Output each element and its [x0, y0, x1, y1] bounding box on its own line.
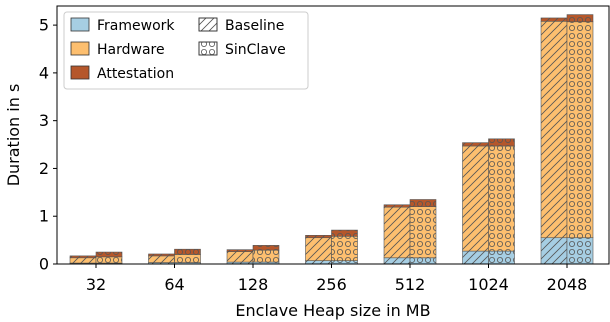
legend-entry-framework: Framework	[70, 17, 175, 34]
legend-entry-attestation: Attestation	[70, 65, 174, 82]
bar-baseline-attestation-64-hatch	[148, 253, 175, 256]
bar-baseline-hardware-256-hatch	[305, 237, 332, 261]
bar-baseline-hardware-128-hatch	[227, 251, 253, 263]
bars-layer	[69, 14, 594, 265]
bar-baseline-attestation-256-hatch	[305, 235, 332, 238]
legend-entry-sinclave: SinClave	[198, 41, 286, 58]
bar-sinclave-hardware-64-hatch	[174, 254, 201, 263]
bar-baseline-attestation-128-hatch	[227, 249, 253, 252]
y-tick-label-2: 2	[39, 159, 49, 178]
x-axis-title: Enclave Heap size in MB	[235, 301, 430, 320]
bar-sinclave-framework-1024-hatch	[488, 251, 515, 264]
legend-swatch-hardware	[70, 41, 90, 56]
bar-sinclave-attestation-128-hatch	[253, 245, 279, 251]
bar-sinclave-attestation-2048-hatch	[567, 14, 593, 22]
bar-sinclave-framework-64-hatch	[174, 262, 201, 264]
bar-sinclave-attestation-32-hatch	[96, 252, 122, 257]
x-tick-label-32: 32	[86, 275, 106, 294]
legend-label-attestation: Attestation	[97, 66, 174, 82]
x-tick-label-128: 128	[238, 275, 269, 294]
bar-baseline-hardware-32-hatch	[70, 257, 96, 264]
bar-baseline-hardware-64-hatch	[148, 255, 175, 263]
bar-sinclave-framework-512-hatch	[410, 257, 436, 264]
bar-sinclave-hardware-128-hatch	[253, 250, 279, 263]
bar-sinclave-attestation-64-hatch	[174, 249, 201, 255]
y-tick-label-5: 5	[39, 16, 49, 35]
y-tick-label-4: 4	[39, 63, 49, 82]
bar-baseline-attestation-2048-hatch	[541, 17, 567, 22]
legend-label-hardware: Hardware	[97, 42, 165, 58]
bar-sinclave-attestation-512-hatch	[410, 199, 436, 207]
y-tick-label-3: 3	[39, 111, 49, 130]
bar-sinclave-framework-2048-hatch	[567, 237, 593, 264]
legend-swatch-sinclave	[198, 41, 218, 56]
bar-baseline-attestation-1024-hatch	[462, 142, 489, 146]
y-tick-label-1: 1	[39, 207, 49, 226]
x-tick-label-2048: 2048	[547, 275, 588, 294]
y-tick-label-0: 0	[39, 255, 49, 274]
bar-baseline-framework-2048-hatch	[541, 237, 567, 264]
bar-baseline-attestation-32-hatch	[70, 255, 96, 258]
bar-sinclave-framework-256-hatch	[331, 260, 358, 264]
y-axis-title: Duration in s	[4, 84, 23, 187]
bar-sinclave-attestation-1024-hatch	[488, 138, 515, 146]
bar-baseline-framework-512-hatch	[384, 257, 410, 264]
bar-sinclave-attestation-256-hatch	[331, 230, 358, 237]
x-tick-label-512: 512	[395, 275, 426, 294]
legend-entry-baseline: Baseline	[198, 17, 284, 34]
legend: Framework Hardware Attestation Baseline …	[63, 11, 309, 90]
legend-swatch-framework	[70, 17, 90, 32]
ticks-layer: 32 64 128 256 512 1024 2048 0 1 2 3 4 5	[39, 16, 588, 294]
legend-swatch-baseline	[198, 17, 218, 32]
plot-frame	[56, 5, 610, 265]
bar-baseline-attestation-512-hatch	[384, 204, 410, 208]
bar-baseline-framework-256-hatch	[305, 260, 332, 264]
legend-box	[63, 11, 309, 90]
bar-sinclave-hardware-512-hatch	[410, 206, 436, 258]
x-tick-label-256: 256	[316, 275, 347, 294]
legend-swatch-attestation	[70, 65, 90, 80]
x-tick-label-64: 64	[164, 275, 184, 294]
bar-baseline-framework-128-hatch	[227, 262, 253, 264]
bar-sinclave-framework-128-hatch	[253, 262, 279, 264]
bar-sinclave-hardware-256-hatch	[331, 236, 358, 261]
bar-sinclave-hardware-1024-hatch	[488, 145, 515, 252]
legend-label-baseline: Baseline	[225, 18, 284, 34]
x-tick-label-1024: 1024	[468, 275, 509, 294]
bar-sinclave-hardware-32-hatch	[96, 256, 122, 264]
legend-entry-hardware: Hardware	[70, 41, 165, 58]
bar-sinclave-hardware-2048-hatch	[567, 21, 593, 238]
legend-label-sinclave: SinClave	[225, 42, 286, 58]
legend-label-framework: Framework	[97, 18, 175, 34]
bar-baseline-hardware-1024-hatch	[462, 145, 489, 252]
bar-baseline-hardware-2048-hatch	[541, 21, 567, 238]
bar-baseline-framework-64-hatch	[148, 262, 175, 264]
bar-baseline-hardware-512-hatch	[384, 207, 410, 258]
bar-baseline-framework-1024-hatch	[462, 251, 489, 264]
